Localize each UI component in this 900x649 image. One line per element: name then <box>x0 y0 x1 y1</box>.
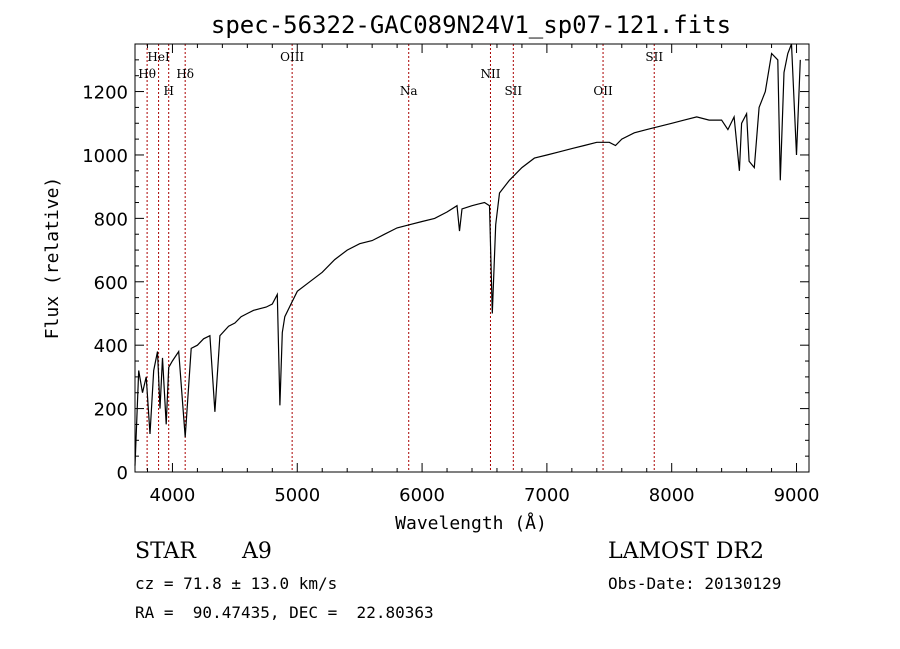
x-tick-label: 4000 <box>150 485 196 506</box>
spectral-line-label: Na <box>400 84 418 98</box>
spectral-line-markers <box>146 44 655 472</box>
x-tick-label: 7000 <box>524 485 570 506</box>
x-tick-label: 6000 <box>399 485 445 506</box>
chart-title: spec-56322-GAC089N24V1_sp07-121.fits <box>211 11 731 39</box>
spectral-line-label: Hθ <box>138 67 156 81</box>
spectral-line-label: NII <box>480 67 500 81</box>
coords-text: RA = 90.47435, DEC = 22.80363 <box>135 603 434 622</box>
y-tick-label: 800 <box>94 209 128 230</box>
series-group <box>134 43 801 466</box>
survey-label: LAMOST DR2 <box>608 539 764 564</box>
spectral-line-label: Hδ <box>176 67 194 81</box>
y-tick-label: 0 <box>117 463 128 484</box>
redshift-text: cz = 71.8 ± 13.0 km/s <box>135 574 338 593</box>
spectral-line-label: SII <box>504 84 522 98</box>
spectral-line-label: HeI <box>147 50 170 64</box>
plot-frame <box>134 43 810 473</box>
y-tick-label: 400 <box>94 336 128 357</box>
spectral-line-labels: Hθ HeI HHδ OIII Na NII SII OII SII <box>138 50 663 98</box>
y-tick-label: 1200 <box>82 83 128 104</box>
spectral-line-label: SII <box>645 50 663 64</box>
class-label: STAR <box>135 539 196 564</box>
spectral-line-label: H <box>163 84 173 98</box>
y-tick-label: 200 <box>94 400 128 421</box>
y-axis-label: Flux (relative) <box>42 177 63 340</box>
obs-date-text: Obs-Date: 20130129 <box>608 574 782 593</box>
y-axis: 0 200 400 600 800 1000 1200 <box>82 59 809 484</box>
x-tick-label: 8000 <box>649 485 695 506</box>
x-tick-label: 5000 <box>274 485 320 506</box>
y-tick-label: 1000 <box>82 146 128 167</box>
spectral-line-label: OIII <box>280 50 304 64</box>
x-tick-label: 9000 <box>774 485 820 506</box>
subclass-label: A9 <box>242 539 272 564</box>
spectrum-line <box>134 43 801 466</box>
x-axis-label: Wavelength (Å) <box>395 512 547 534</box>
spectral-line-label: OII <box>593 84 613 98</box>
x-axis: 4000 5000 6000 7000 8000 9000 <box>146 44 820 506</box>
y-tick-label: 600 <box>94 273 128 294</box>
